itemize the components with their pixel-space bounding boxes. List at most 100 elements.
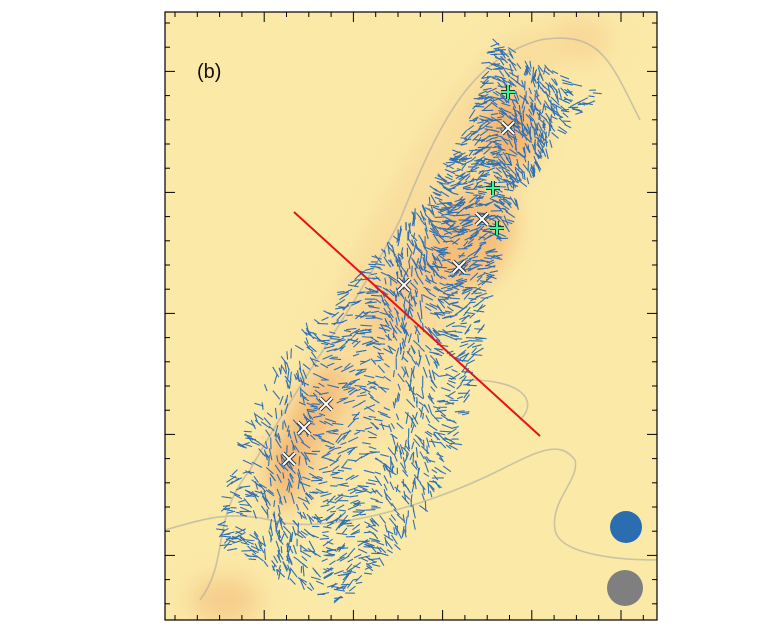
- vector: [383, 298, 390, 307]
- vector: [345, 474, 355, 481]
- vector: [408, 253, 412, 263]
- vector: [245, 420, 256, 427]
- vector: [503, 200, 512, 206]
- vector: [359, 328, 372, 332]
- vector: [561, 79, 572, 84]
- vector: [343, 399, 355, 404]
- vector: [440, 190, 450, 198]
- vector: [467, 238, 475, 245]
- vector: [471, 162, 480, 165]
- vector: [458, 325, 467, 328]
- vector: [550, 114, 553, 122]
- vector: [440, 387, 451, 392]
- vector: [463, 291, 471, 300]
- vector: [385, 539, 393, 550]
- vector: [336, 545, 346, 551]
- vector: [472, 232, 480, 238]
- vector: [480, 80, 489, 89]
- vector: [435, 357, 440, 366]
- vector: [325, 429, 338, 433]
- vector: [482, 82, 494, 85]
- vector: [388, 346, 393, 354]
- vector: [362, 442, 371, 445]
- vector: [452, 229, 461, 234]
- vector: [276, 473, 282, 484]
- vector: [496, 97, 505, 104]
- vector: [292, 525, 297, 536]
- vector: [326, 548, 337, 553]
- vector: [469, 227, 479, 233]
- vector: [425, 207, 434, 213]
- vector: [424, 221, 428, 232]
- vector: [223, 540, 232, 549]
- vector: [370, 497, 379, 502]
- vector: [414, 267, 419, 277]
- vector: [347, 284, 359, 288]
- vector: [287, 478, 293, 488]
- vector: [509, 81, 512, 88]
- vector: [379, 323, 387, 328]
- vector: [542, 85, 551, 93]
- vector: [477, 324, 485, 334]
- vector: [310, 351, 317, 359]
- vector: [415, 460, 418, 468]
- vector: [537, 149, 543, 158]
- vector: [479, 129, 488, 137]
- vector: [446, 283, 457, 288]
- vector: [490, 101, 498, 108]
- vector: [414, 289, 418, 298]
- vector: [371, 310, 380, 314]
- vector: [297, 468, 302, 481]
- vector: [297, 472, 302, 483]
- vector: [490, 136, 498, 140]
- vector: [459, 152, 466, 156]
- vector: [271, 560, 277, 568]
- vector: [369, 396, 380, 404]
- vector: [396, 259, 399, 267]
- vector: [358, 400, 366, 405]
- vector: [243, 434, 252, 437]
- vector: [474, 184, 483, 188]
- vector: [397, 373, 405, 383]
- vector: [226, 481, 234, 488]
- vector: [410, 417, 414, 428]
- vector: [300, 388, 309, 397]
- vector: [326, 522, 335, 527]
- vector: [243, 498, 253, 508]
- vector: [511, 100, 517, 109]
- vector: [329, 459, 339, 467]
- vector: [473, 287, 479, 294]
- vector: [425, 344, 432, 351]
- vector: [506, 165, 515, 174]
- vector: [441, 423, 452, 429]
- vector: [347, 387, 356, 393]
- vector: [289, 567, 298, 578]
- vector: [432, 327, 442, 336]
- vector: [493, 62, 504, 68]
- vector: [321, 558, 328, 562]
- vector: [408, 379, 412, 392]
- vector: [457, 201, 466, 210]
- vector: [324, 567, 333, 574]
- vector: [398, 256, 403, 266]
- vector: [320, 492, 332, 497]
- vector: [421, 214, 427, 221]
- vector: [385, 324, 392, 330]
- vector: [265, 429, 271, 437]
- vector: [280, 454, 283, 463]
- x-marker: [501, 121, 515, 135]
- vector: [462, 220, 473, 227]
- vector: [467, 124, 475, 131]
- vector: [299, 579, 305, 591]
- vector: [554, 112, 563, 118]
- vector: [471, 344, 482, 348]
- vector: [422, 485, 425, 495]
- vector: [509, 71, 519, 78]
- vector: [370, 520, 376, 527]
- vector: [290, 492, 295, 504]
- vector: [500, 107, 507, 113]
- vector: [441, 206, 453, 209]
- vector: [455, 143, 465, 146]
- vector: [252, 510, 257, 519]
- vector: [249, 533, 258, 540]
